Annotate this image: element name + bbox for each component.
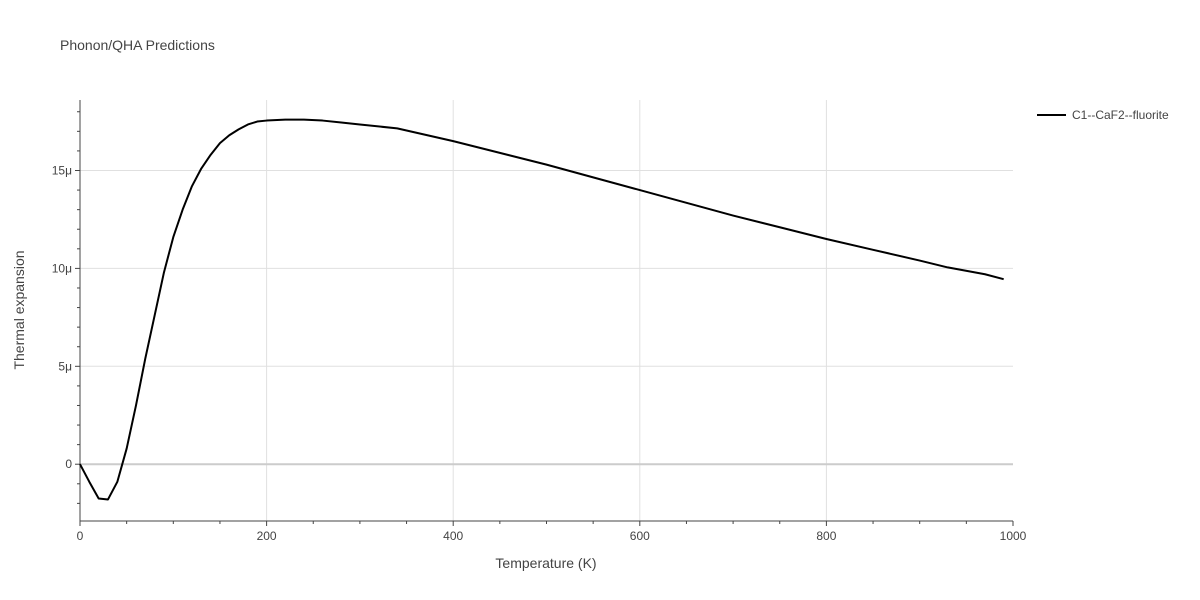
series-lines: [79, 118, 1004, 501]
x-tick-label: 1000: [1000, 529, 1027, 543]
tick-labels: 0 200 400 600 800 1000 0 5μ 10μ 15μ: [52, 163, 1027, 543]
legend[interactable]: C1--CaF2--fluorite: [1037, 108, 1169, 122]
axes: [75, 100, 1014, 526]
x-tick-label: 400: [443, 529, 463, 543]
legend-label[interactable]: C1--CaF2--fluorite: [1072, 108, 1169, 122]
y-axis-title: Thermal expansion: [11, 250, 27, 369]
x-tick-label: 600: [630, 529, 650, 543]
y-tick-label: 0: [65, 457, 72, 471]
y-tick-label: 10μ: [52, 261, 72, 275]
y-tick-label: 15μ: [52, 163, 72, 177]
y-tick-label: 5μ: [58, 359, 72, 373]
x-tick-label: 0: [77, 529, 84, 543]
chart-title: Phonon/QHA Predictions: [60, 37, 215, 53]
x-axis-title: Temperature (K): [495, 555, 596, 571]
x-tick-label: 200: [257, 529, 277, 543]
series-line: [79, 118, 1004, 501]
x-tick-label: 800: [816, 529, 836, 543]
grid-lines: [80, 100, 1013, 521]
